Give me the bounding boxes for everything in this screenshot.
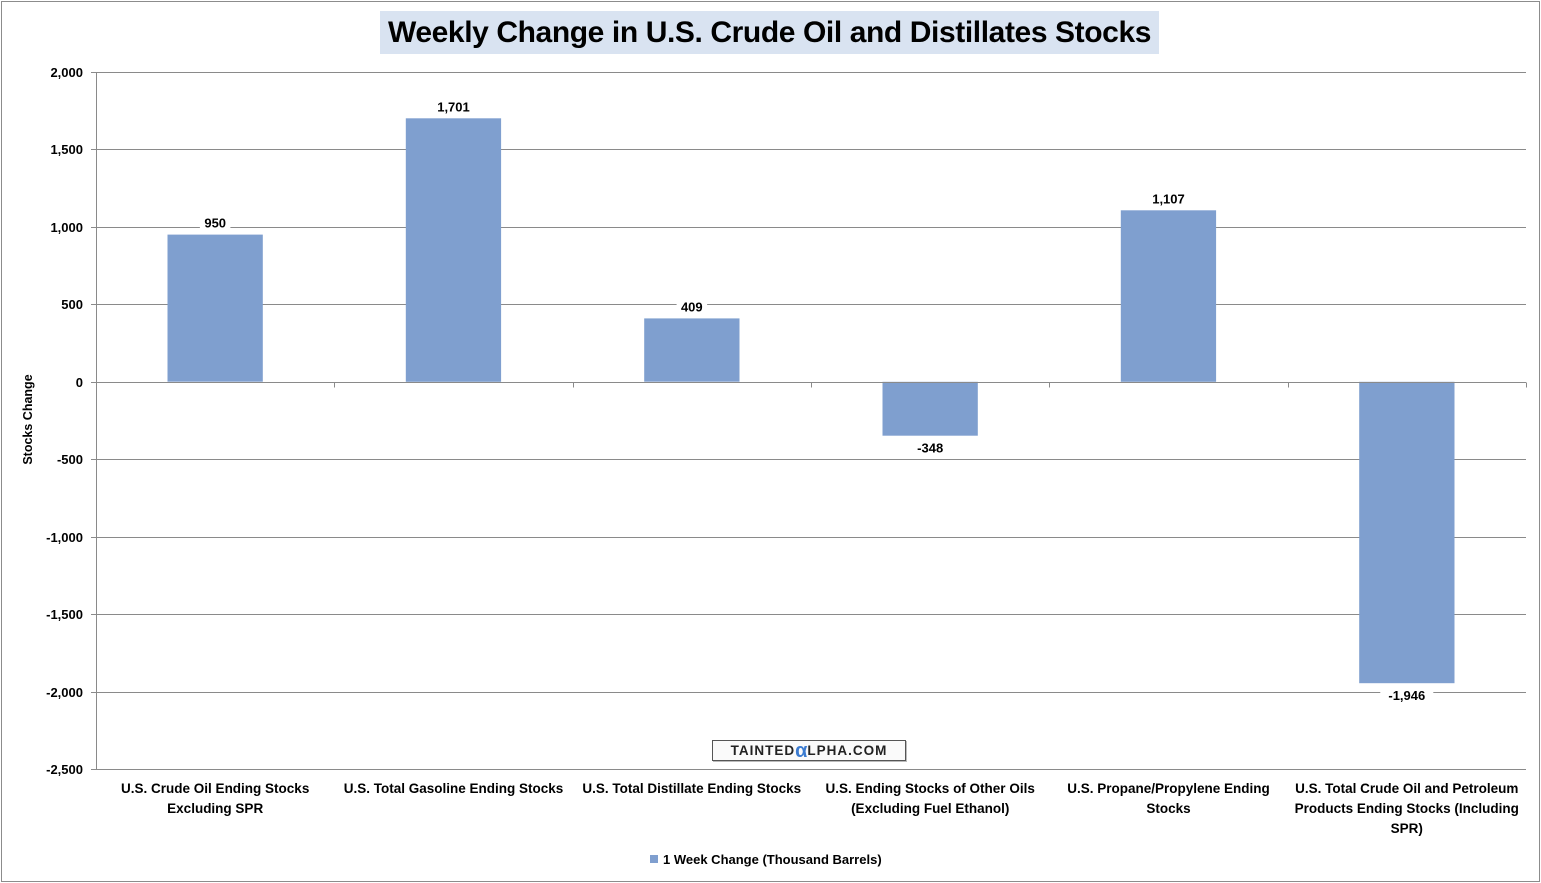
category-label: U.S. Crude Oil Ending Stocks [121,781,309,796]
legend-label: 1 Week Change (Thousand Barrels) [663,851,882,867]
chart-title-box: Weekly Change in U.S. Crude Oil and Dist… [380,11,1159,54]
y-tick-label: -1,000 [46,530,83,545]
y-tick-label: -2,000 [46,685,83,700]
category-label: U.S. Total Gasoline Ending Stocks [344,781,564,796]
category-label: Excluding SPR [167,801,263,816]
data-label: 950 [204,216,226,231]
category-label: (Excluding Fuel Ethanol) [851,801,1009,816]
data-label: 1,701 [437,99,470,114]
data-label: -348 [917,441,943,456]
data-label-bg [430,97,477,116]
y-tick-label: 2,000 [50,65,83,80]
data-label-bg [1145,189,1192,208]
data-label: 409 [681,299,703,314]
data-label-bg [676,297,708,316]
bar [644,318,740,382]
y-tick-label: -2,500 [46,762,83,777]
y-axis-title: Stocks Change [21,374,35,464]
bar [1359,381,1455,684]
y-tick-label: 0 [76,375,83,390]
category-label: Stocks [1146,801,1190,816]
category-label: U.S. Total Crude Oil and Petroleum [1295,781,1518,796]
data-label-bg [911,438,950,457]
chart-title: Weekly Change in U.S. Crude Oil and Dist… [387,15,1152,49]
bar [1120,210,1217,382]
bar [882,381,978,436]
category-label: U.S. Propane/Propylene Ending [1067,781,1270,796]
watermark-suffix: LPHA.COM [807,743,888,758]
data-label-bg [199,213,231,232]
y-tick-label: -1,500 [46,607,83,622]
y-tick-label: -500 [57,452,83,467]
watermark-prefix: TAINTED [730,743,796,758]
chart-legend: 1 Week Change (Thousand Barrels) [650,850,882,868]
category-label: U.S. Ending Stocks of Other Oils [826,781,1035,796]
bar [405,118,502,382]
legend-swatch [650,855,658,863]
data-label: 1,107 [1152,191,1185,206]
category-label: U.S. Total Distillate Ending Stocks [582,781,801,796]
y-tick-label: 1,000 [50,220,83,235]
watermark-alpha: α [795,739,808,762]
data-label-bg [1380,686,1434,705]
category-label: SPR) [1391,821,1423,836]
y-tick-label: 1,500 [50,142,83,157]
watermark-logo: TAINTED α LPHA.COM [712,740,906,761]
bar [167,234,263,382]
category-label: Products Ending Stocks (Including [1295,801,1519,816]
data-label: -1,946 [1388,688,1425,703]
y-tick-label: 500 [61,297,83,312]
